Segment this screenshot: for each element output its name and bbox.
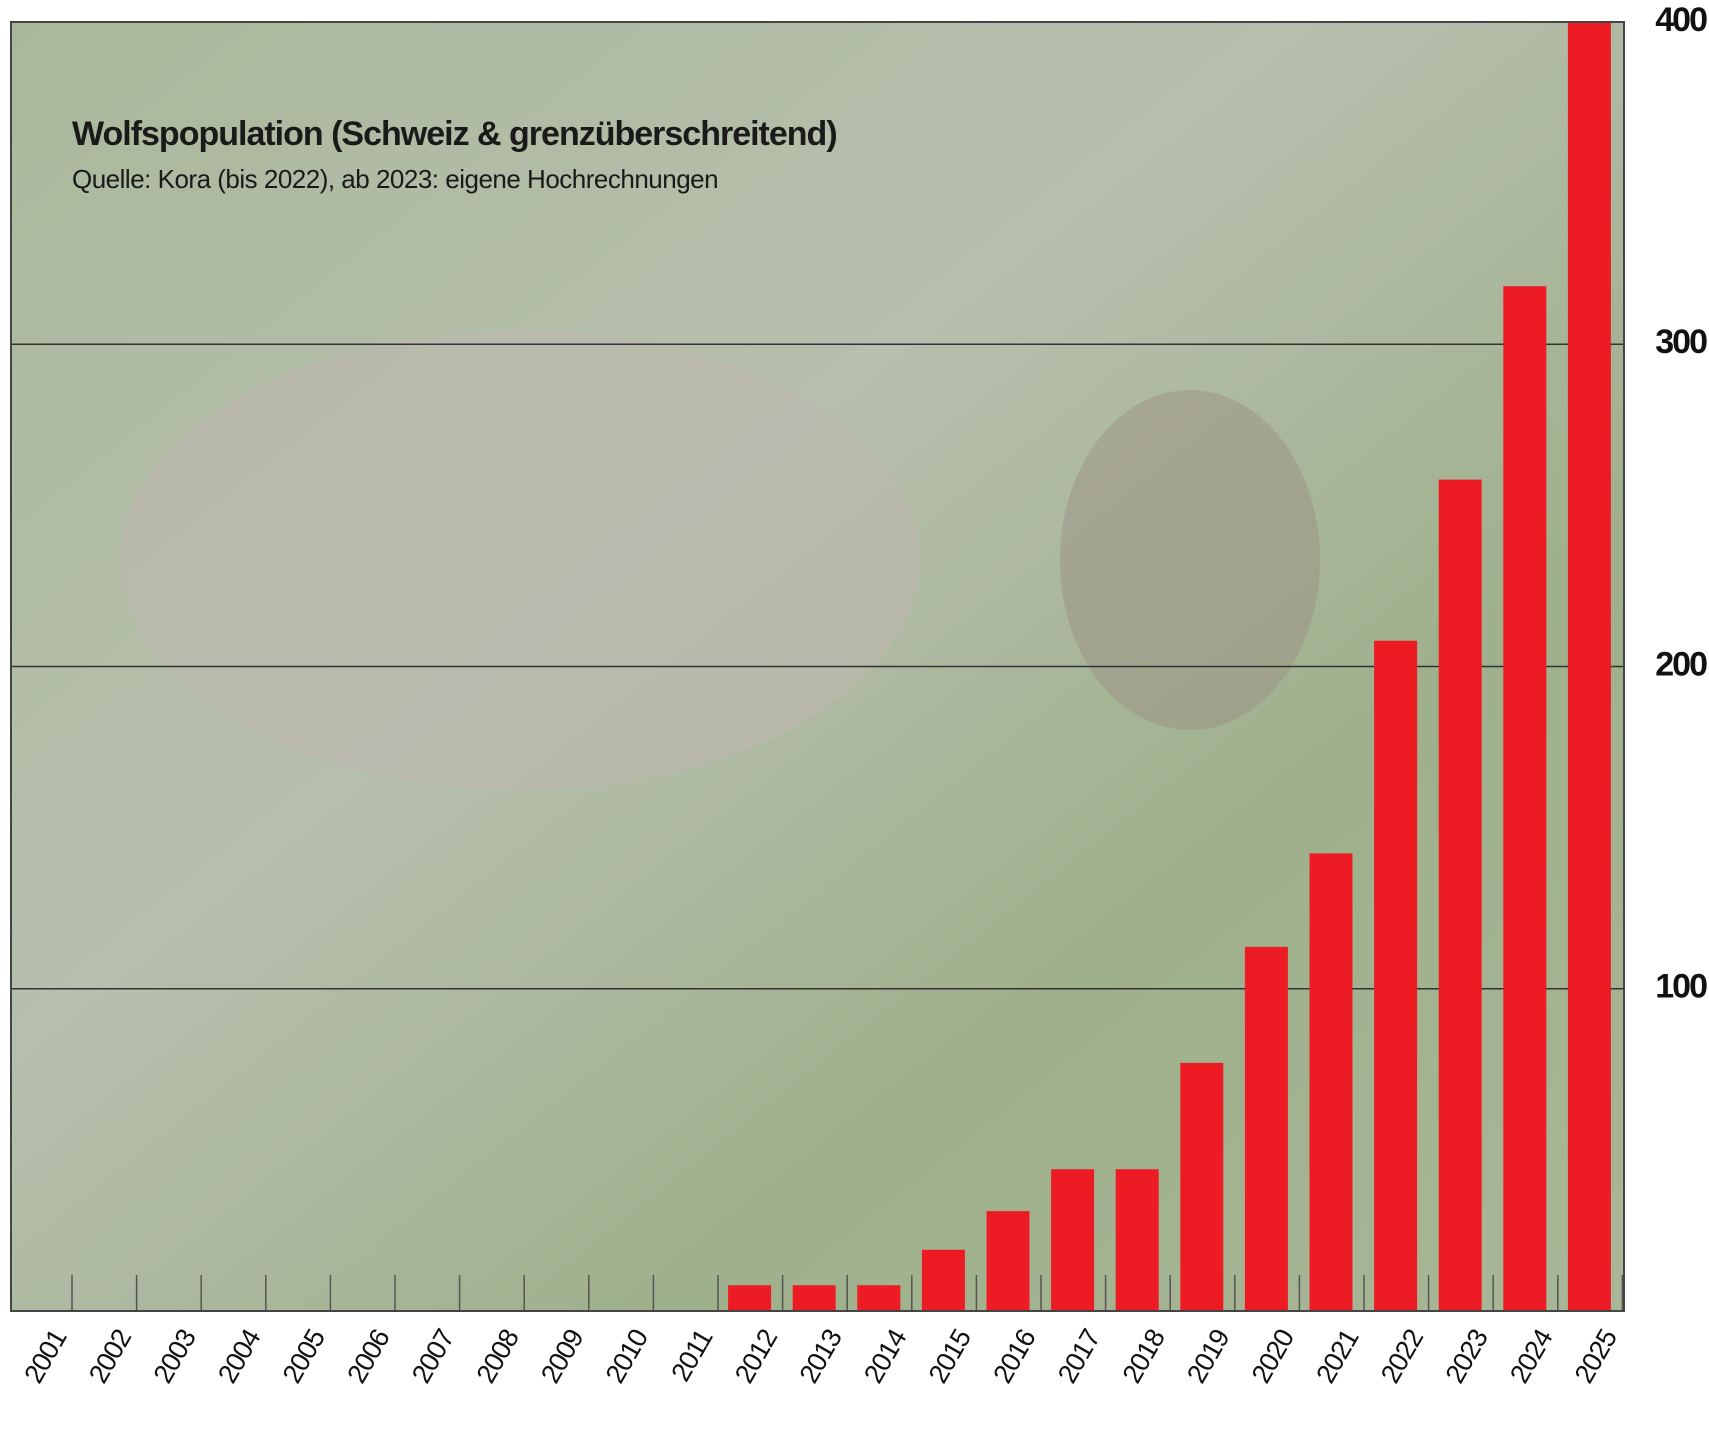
bar xyxy=(986,1211,1030,1311)
bar xyxy=(1374,640,1418,1311)
bar xyxy=(728,1285,772,1311)
x-tick-label: 2008 xyxy=(471,1325,525,1389)
bar xyxy=(792,1285,836,1311)
x-tick-label: 2010 xyxy=(600,1325,654,1389)
x-tick-label: 2013 xyxy=(794,1325,848,1389)
x-tick-label: 2018 xyxy=(1117,1325,1171,1389)
bar xyxy=(1567,22,1611,1311)
bar xyxy=(1180,1062,1224,1311)
x-tick-label: 2019 xyxy=(1181,1325,1235,1389)
x-tick-label: 2004 xyxy=(212,1324,267,1388)
x-tick-label: 2006 xyxy=(341,1325,395,1389)
photo-log xyxy=(1060,390,1320,730)
x-tick-label: 2016 xyxy=(987,1325,1041,1389)
y-tick-label: 100 xyxy=(1655,968,1707,1006)
bar xyxy=(857,1285,901,1311)
photo-wolf xyxy=(120,330,920,790)
x-tick-label: 2012 xyxy=(729,1325,783,1389)
bar xyxy=(1503,286,1547,1311)
x-tick-label: 2005 xyxy=(277,1325,331,1389)
plot-frame xyxy=(10,21,1625,1312)
x-tick-label: 2014 xyxy=(858,1324,913,1388)
bar xyxy=(1438,479,1482,1312)
bar xyxy=(1115,1169,1159,1311)
bar xyxy=(921,1249,965,1311)
x-tick-label: 2021 xyxy=(1310,1325,1364,1389)
bar xyxy=(1309,853,1353,1311)
x-tick-label: 2024 xyxy=(1504,1324,1559,1388)
x-tick-label: 2022 xyxy=(1375,1325,1429,1389)
x-tick-label: 2002 xyxy=(83,1325,137,1389)
chart-title: Wolfspopulation (Schweiz & grenzüberschr… xyxy=(72,115,837,153)
x-tick-label: 2011 xyxy=(665,1325,718,1387)
x-tick-label: 2007 xyxy=(406,1325,460,1389)
x-tick-label: 2017 xyxy=(1052,1325,1106,1389)
x-tick-label: 2003 xyxy=(148,1325,202,1389)
x-tick-label: 2009 xyxy=(535,1325,589,1389)
y-tick-label: 400 xyxy=(1655,1,1707,39)
x-tick-label: 2001 xyxy=(18,1325,72,1389)
x-tick-label: 2023 xyxy=(1440,1325,1494,1389)
x-tick-label: 2015 xyxy=(923,1325,977,1389)
chart-subtitle: Quelle: Kora (bis 2022), ab 2023: eigene… xyxy=(72,164,718,194)
bar xyxy=(1051,1169,1095,1311)
y-tick-label: 200 xyxy=(1655,645,1707,683)
x-tick-label: 2025 xyxy=(1569,1325,1623,1389)
bar xyxy=(1244,946,1288,1311)
x-tick-label: 2020 xyxy=(1246,1325,1300,1389)
y-tick-label: 300 xyxy=(1655,323,1707,361)
